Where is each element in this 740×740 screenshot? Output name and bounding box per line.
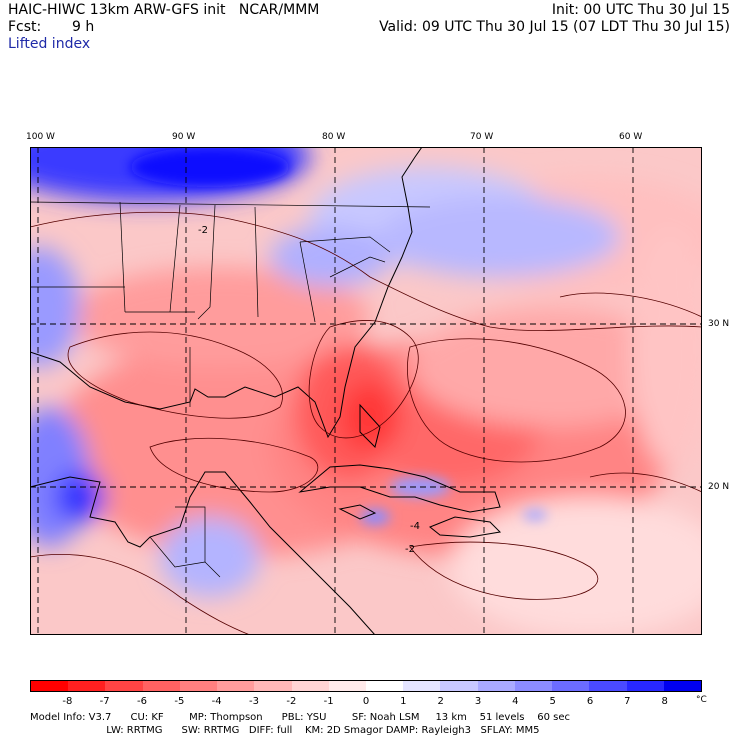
lon-label-70w: 70 W xyxy=(470,132,494,142)
contour-label: -2 xyxy=(405,544,415,555)
colorbar-segment xyxy=(589,681,627,691)
colorbar-tick-label: 5 xyxy=(549,696,556,707)
colorbar-segment xyxy=(142,681,180,691)
colorbar-segment xyxy=(626,681,664,691)
map-frame xyxy=(30,147,702,635)
lon-label-80w: 80 W xyxy=(322,132,346,142)
colorbar-segment xyxy=(328,681,366,691)
shading-layer xyxy=(30,147,702,635)
colorbar-tick-label: 4 xyxy=(512,696,519,707)
colorbar-unit: °C xyxy=(696,695,707,705)
colorbar-segment xyxy=(291,681,329,691)
colorbar-tick-label: 0 xyxy=(362,696,370,707)
colorbar-tick-label: -4 xyxy=(211,696,222,707)
colorbar-segment xyxy=(31,681,69,691)
contour-lines xyxy=(30,211,702,635)
colorbar-tick-label: -5 xyxy=(174,696,185,707)
model-info-line1: Model Info: V3.7 CU: KF MP: Thompson PBL… xyxy=(30,712,570,723)
forecast-hour-value: 9 h xyxy=(72,19,95,35)
colorbar-segment xyxy=(477,681,515,691)
colorbar-tick-label: 2 xyxy=(437,696,444,707)
contour-label: -4 xyxy=(410,521,420,532)
colorbar-tick-label: 8 xyxy=(661,696,668,707)
colorbar-tick-label: 1 xyxy=(400,696,407,707)
model-info-line2: LW: RRTMG SW: RRTMG DIFF: full KM: 2D Sm… xyxy=(30,725,540,736)
coastlines xyxy=(30,147,502,635)
colorbar-segment xyxy=(105,681,143,691)
colorbar-segment xyxy=(365,681,404,691)
map-title: HAIC-HIWC 13km ARW-GFS init NCAR/MMM xyxy=(8,2,320,18)
colorbar-segment xyxy=(403,681,441,691)
colorbar-tick-label: -8 xyxy=(62,696,73,707)
lat-label-20n: 20 N xyxy=(708,482,730,492)
lifted-index-map: -2 -4 -2 xyxy=(30,147,702,635)
colorbar-tick-label: 6 xyxy=(586,696,594,707)
colorbar-tick-label: -1 xyxy=(323,696,334,707)
contour-label: -2 xyxy=(198,225,208,236)
lon-label-90w: 90 W xyxy=(172,132,196,142)
colorbar-segment xyxy=(68,681,106,691)
valid-time: Valid: 09 UTC Thu 30 Jul 15 (07 LDT Thu … xyxy=(379,19,730,35)
colorbar-segment xyxy=(254,681,292,691)
colorbar-tick-label: 3 xyxy=(474,696,482,707)
colorbar-segment xyxy=(217,681,255,691)
colorbar-tick-label: 7 xyxy=(624,696,631,707)
colorbar-tick-label: -3 xyxy=(249,696,259,707)
colorbar-tick-label: -6 xyxy=(137,696,147,707)
forecast-hour-label: Fcst: xyxy=(8,19,42,35)
colorbar-segment xyxy=(663,681,701,691)
state-borders xyxy=(30,201,431,578)
colorbar xyxy=(30,680,702,692)
init-time: Init: 00 UTC Thu 30 Jul 15 xyxy=(551,2,730,18)
graticule xyxy=(30,147,702,635)
colorbar-segment xyxy=(440,681,478,691)
lon-label-100w: 100 W xyxy=(26,132,55,142)
lon-label-60w: 60 W xyxy=(619,132,643,142)
lat-label-30n: 30 N xyxy=(708,319,730,329)
colorbar-segment xyxy=(179,681,218,691)
colorbar-segment xyxy=(514,681,553,691)
colorbar-tick-label: -2 xyxy=(286,696,297,707)
colorbar-segment xyxy=(552,681,590,691)
field-name: Lifted index xyxy=(8,36,91,52)
colorbar-tick-label: -7 xyxy=(99,696,110,707)
